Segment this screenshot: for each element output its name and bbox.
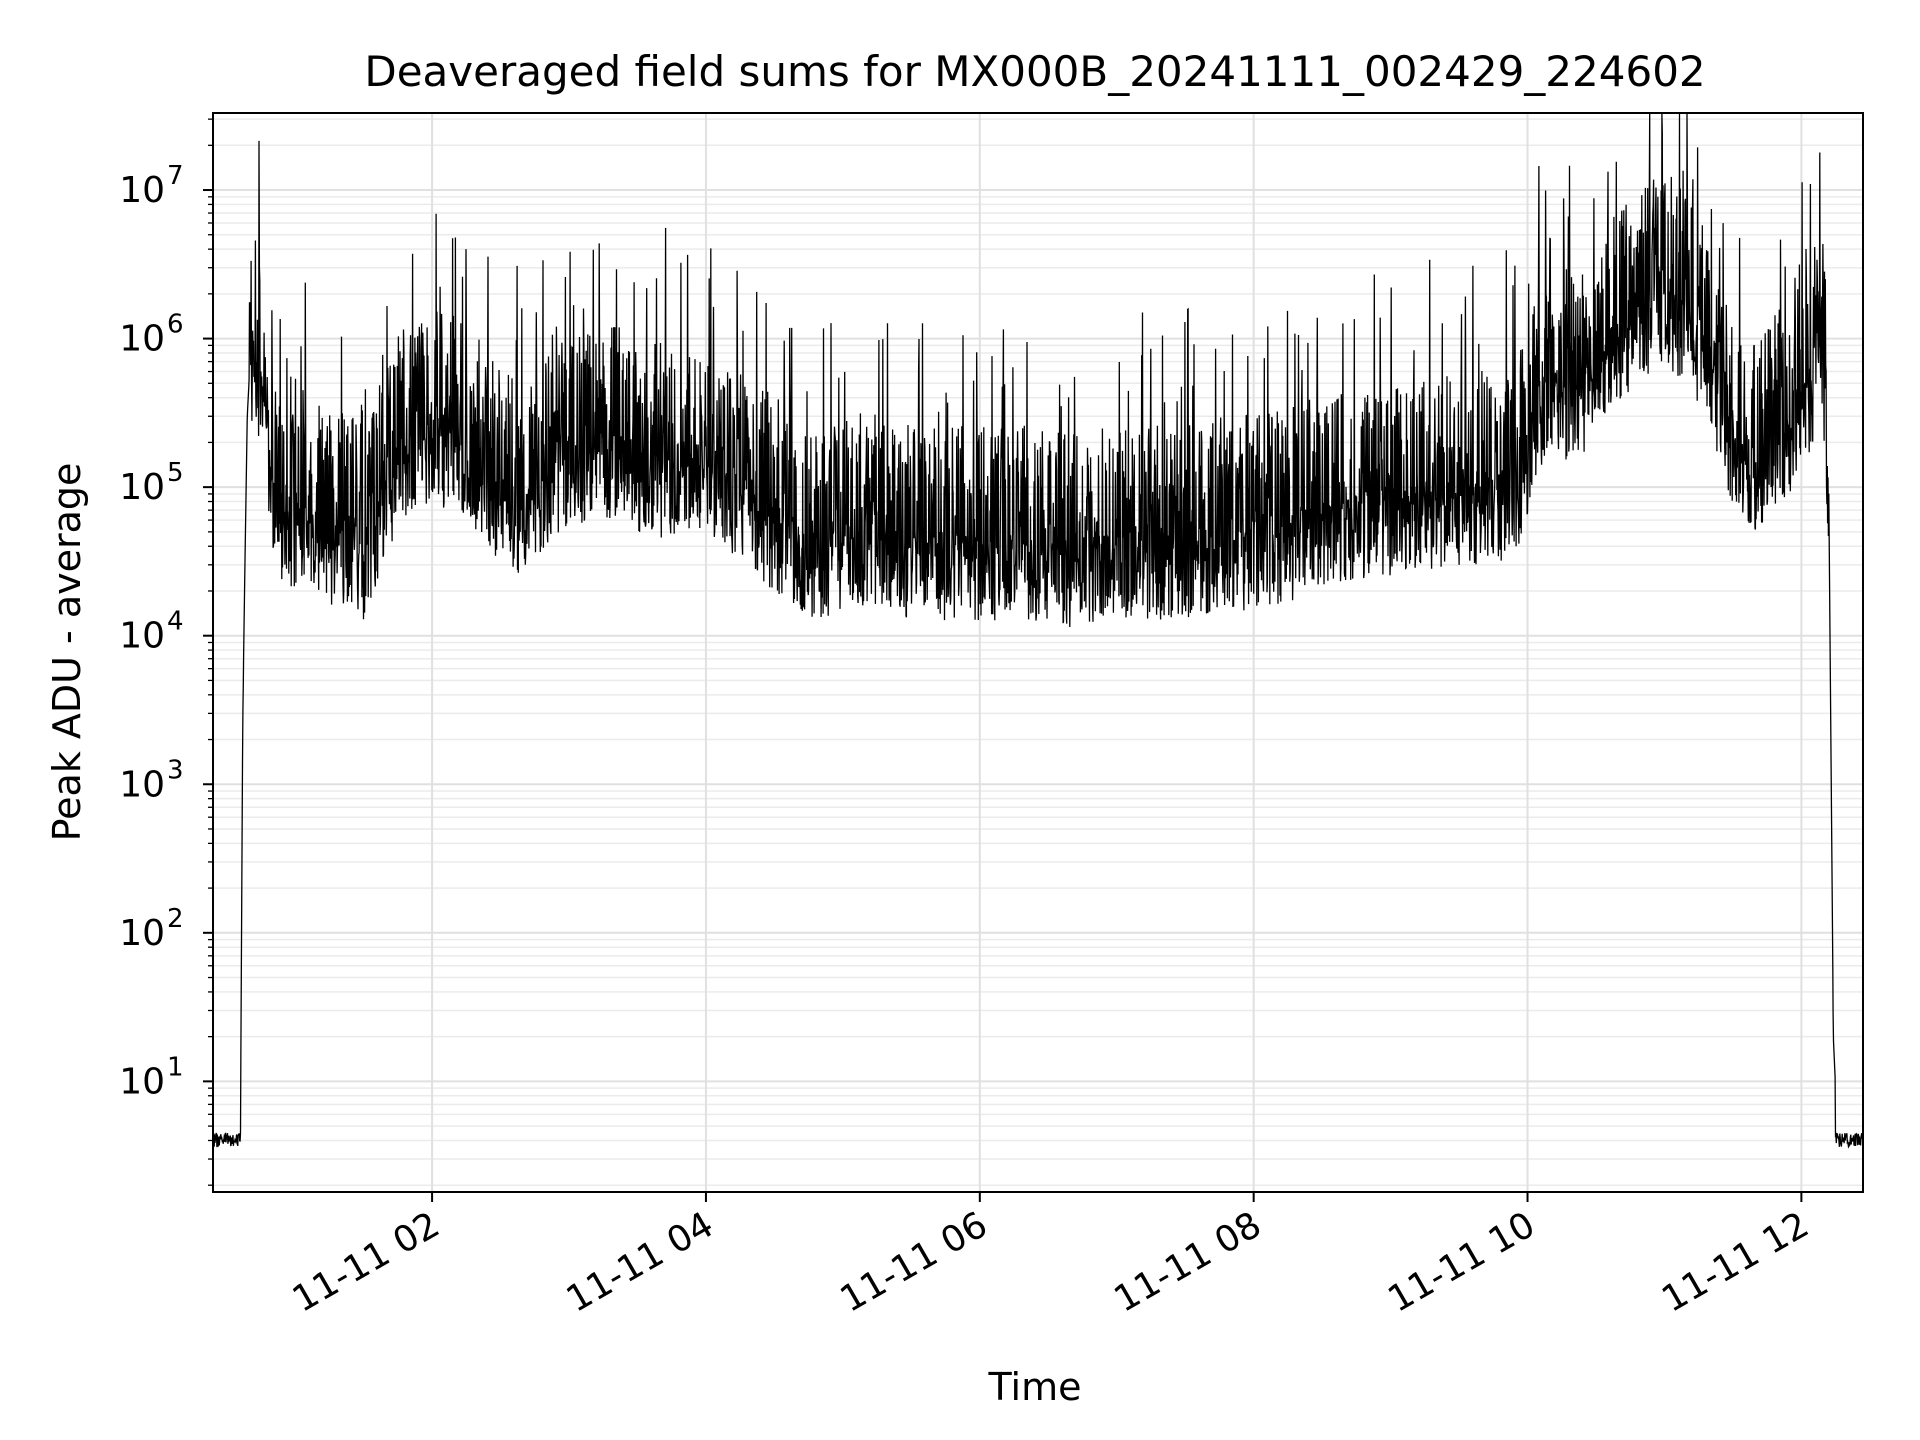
series-line: [212, 112, 1864, 1149]
y-tick-label: 10: [119, 1061, 165, 1102]
y-tick-label: 10: [119, 467, 165, 508]
x-axis-label: Time: [988, 1365, 1082, 1409]
plot-frame: [212, 112, 1864, 1193]
y-tick-exponent: 4: [167, 607, 184, 637]
y-tick-label: 10: [119, 319, 165, 360]
y-tick-exponent: 6: [167, 310, 184, 340]
y-tick-exponent: 5: [167, 458, 184, 488]
y-tick-exponent: 7: [167, 161, 184, 191]
y-tick-exponent: 2: [167, 904, 184, 934]
y-tick-exponent: 1: [167, 1052, 184, 1082]
chart-title: Deaveraged field sums for MX000B_2024111…: [364, 47, 1705, 96]
y-tick-exponent: 3: [167, 755, 184, 785]
y-tick-label: 10: [119, 913, 165, 954]
series-layer: [212, 112, 1864, 1149]
y-tick-label: 10: [119, 616, 165, 657]
y-axis-label: Peak ADU - average: [45, 463, 89, 842]
y-tick-label: 10: [119, 764, 165, 805]
y-tick-label: 10: [119, 170, 165, 211]
